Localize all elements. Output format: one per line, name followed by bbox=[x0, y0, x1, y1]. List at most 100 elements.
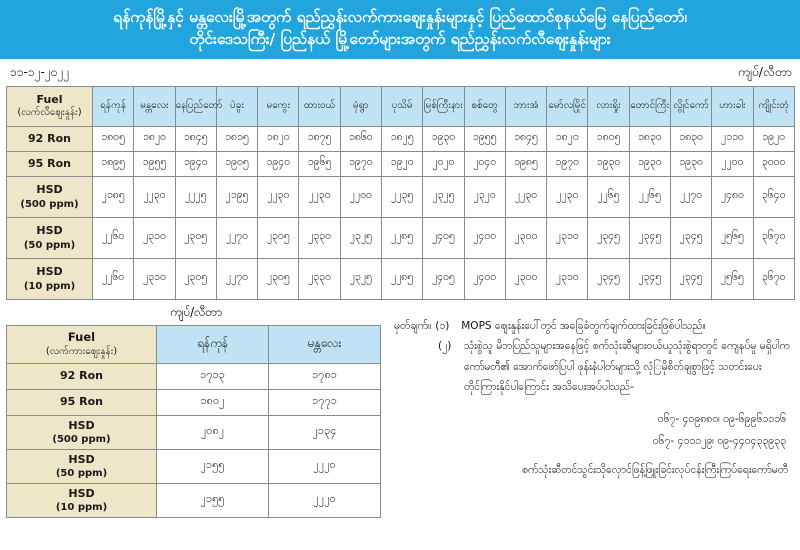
price-cell: ၁၉၅၅ bbox=[463, 125, 506, 152]
price-cell: ၂၃၁၀ bbox=[133, 257, 176, 300]
wholesale-section: ကျပ်/လီတာ Fuel (လက်ကားဈေးနှုန်း) ရန်ကုန်… bbox=[6, 302, 386, 518]
table-row: HSD (10 ppm) ၂၂၆၀ ၂၃၁၀ ၂၃၀၅ ၂၂၇၀ ၂၃၀၅ ၂၃၃၀ ၂၃၂၅၂… bbox=[6, 257, 795, 300]
price-cell: ၂၁၁၀ bbox=[711, 125, 754, 152]
price-cell: ၁၉၅၅ bbox=[133, 150, 176, 177]
price-cell: ၁၈၂၀ bbox=[257, 125, 300, 152]
column-header-city: နေပြည်တော် bbox=[174, 85, 223, 127]
wholesale-price-cell: ၁၇၈၁ bbox=[268, 362, 381, 390]
price-cell: ၂၂၀၀ bbox=[711, 150, 754, 177]
price-cell: ၂၂၇၀ bbox=[215, 257, 259, 300]
price-cell: ၃၆၄၀ bbox=[752, 175, 795, 218]
table-row: 95 Ron ၁၈၉၅ ၁၉၅၅ ၁၉၄၀ ၁၉၀၅ ၁၉၄၀ ၁၉၆၅ ၁၉၇၀ ၁၉၂၀ ၂၀… bbox=[6, 150, 795, 177]
contact-phones: ၀၆၇- ၄၀၉၈၈၀၊ ၀၉-၆၉၉၆၁၁၁၆ ၀၆၇- ၄၁၁၁၂၉၊ ၀၉… bbox=[394, 408, 790, 452]
price-cell: ၂၀၂၀ bbox=[422, 150, 465, 177]
row-label-fuel-type: 92 Ron bbox=[6, 125, 93, 152]
table-row: HSD (50 ppm) ၂၂၆၀ ၂၃၁၀ ၂၃၀၅ ၂၂၇၀ ၂၃၀၅ ၂၃၃၀ ၂၃၂၅၂… bbox=[6, 216, 795, 259]
price-cell: ၂၄၀၅ bbox=[422, 257, 465, 300]
column-header-city: တောင်ကြီး bbox=[628, 85, 671, 127]
price-cell: ၁၉၇၀ bbox=[546, 150, 589, 177]
price-cell: ၂၃၀၅ bbox=[174, 257, 217, 300]
column-header-city: မြစ်ကြီးနား bbox=[422, 85, 465, 127]
price-cell: ၁၈၁၅ bbox=[215, 125, 259, 152]
notes-title: မှတ်ချက်။ bbox=[394, 319, 432, 332]
price-cell: ၁၉၂၀ bbox=[752, 125, 795, 152]
note-1-number: (၁) bbox=[435, 319, 450, 332]
wholesale-price-table: Fuel (လက်ကားဈေးနှုန်း) ရန်ကုန် မန္တလေး 92… bbox=[6, 324, 381, 518]
price-cell: ၁၉၆၅ bbox=[298, 150, 341, 177]
price-cell: ၂၃၁၀ bbox=[546, 216, 589, 259]
price-cell: ၂၂၈၅ bbox=[380, 257, 424, 300]
price-cell: ၁၉၀၅ bbox=[215, 150, 259, 177]
price-cell: ၂၂၆၅ bbox=[587, 175, 630, 218]
wholesale-price-cell: ၂၁၅၅ bbox=[156, 448, 269, 484]
price-cell: ၁၈၀၅ bbox=[587, 125, 630, 152]
column-header-city: ကျိုင်းတုံ bbox=[752, 85, 795, 127]
note-2-text: သုံးစွဲသူ မိဘပြည်သူများအနေဖြင့် စက်သုံးဆ… bbox=[464, 340, 790, 394]
price-cell: ၂၂၂၅ bbox=[174, 175, 217, 218]
row-label-fuel-type: 95 Ron bbox=[6, 150, 93, 177]
row-label-fuel-type: HSD (10 ppm) bbox=[6, 257, 93, 300]
price-cell: ၂၃၂၅ bbox=[339, 257, 382, 300]
price-cell: ၂၃၄၅ bbox=[628, 257, 671, 300]
price-cell: ၃၆၇၀ bbox=[752, 216, 795, 259]
column-header-city: လွိုင်ကော် bbox=[669, 85, 713, 127]
wholesale-price-cell: ၂၂၂၀ bbox=[268, 448, 381, 484]
price-cell: ၂၀၄၀ bbox=[463, 150, 506, 177]
price-cell: ၂၁၈၅ bbox=[91, 175, 135, 218]
note-2-number: (၂) bbox=[438, 340, 452, 353]
wholesale-table-row: HSD (50 ppm) ၂၁၅၅ ၂၂၂၀ bbox=[6, 448, 381, 484]
wholesale-row-label-fuel-type: HSD (500 ppm) bbox=[6, 414, 157, 450]
row-label-fuel-type: HSD (50 ppm) bbox=[6, 216, 93, 259]
price-cell: ၂၃၂၅ bbox=[339, 216, 382, 259]
price-cell: ၂၃၀၀ bbox=[504, 216, 548, 259]
price-cell: ၂၃၁၀ bbox=[546, 257, 589, 300]
price-cell: ၁၈၃၀ bbox=[669, 125, 713, 152]
notes-section: မှတ်ချက်။ (၁) MOPS ဈေးနှုန်းပေါ်တွင် အခြ… bbox=[386, 302, 794, 518]
table-row: HSD (500 ppm) ၂၁၈၅ ၂၂၃၀ ၂၂၂၅ ၂၁၉၅ ၂၂၃၀ ၂၂၃၀ ၂၂၀၀… bbox=[6, 175, 795, 218]
price-cell: ၂၃၀၅ bbox=[174, 216, 217, 259]
row-label-name: 95 Ron bbox=[28, 156, 71, 170]
price-cell: ၁၈၆၀ bbox=[339, 125, 382, 152]
price-cell: ၂၂၃၀ bbox=[504, 175, 548, 218]
price-cell: ၂၃၁၀ bbox=[133, 216, 176, 259]
wholesale-row-label-spec: (500 ppm) bbox=[52, 434, 111, 446]
price-cell: ၂၂၀၀ bbox=[339, 175, 382, 218]
wholesale-row-label-name: 95 Ron bbox=[60, 395, 103, 409]
price-cell: ၂၃၂၀ bbox=[463, 175, 506, 218]
price-cell: ၂၂၇၀ bbox=[669, 175, 713, 218]
note-1-text: MOPS ဈေးနှုန်းပေါ်တွင် အခြေခံတွက်ချက်ထား… bbox=[461, 319, 706, 332]
row-label-spec: (500 ppm) bbox=[20, 198, 79, 210]
price-cell: ၁၉၃၀ bbox=[587, 150, 630, 177]
wholesale-price-cell: ၁၇၇၁ bbox=[268, 388, 381, 416]
price-cell: ၁၈၄၅ bbox=[504, 125, 548, 152]
price-cell: ၁၈၂၅ bbox=[380, 125, 424, 152]
page-banner: ရန်ကုန်မြို့နှင့် မန္တလေးမြို့အတွက် ရည်ည… bbox=[0, 0, 800, 59]
wholesale-fuel-header-label: Fuel bbox=[67, 329, 96, 344]
price-cell: ၂၂၃၅ bbox=[380, 175, 424, 218]
wholesale-row-label-name: HSD bbox=[68, 418, 95, 432]
wholesale-row-label-fuel-type: 92 Ron bbox=[6, 362, 157, 390]
price-cell: ၂၅၆၅ bbox=[711, 257, 754, 300]
wholesale-price-cell: ၁၈၀၂ bbox=[156, 388, 269, 416]
column-header-city: မုံရွာ bbox=[339, 85, 382, 127]
wholesale-header-row: Fuel (လက်ကားဈေးနှုန်း) ရန်ကုန် မန္တလေး bbox=[6, 324, 381, 364]
price-cell: ၂၂၃၀ bbox=[546, 175, 589, 218]
price-cell: ၂၄၀၀ bbox=[463, 257, 506, 300]
price-cell: ၁၉၂၀ bbox=[380, 150, 424, 177]
wholesale-table-row: 92 Ron ၁၇၁၃ ၁၇၈၁ bbox=[6, 362, 381, 390]
retail-price-table: Fuel (လက်လီဈေးနှုန်း) ရန်ကုန် မန္တလေး နေပြ… bbox=[6, 85, 795, 300]
wholesale-row-label-fuel-type: HSD (50 ppm) bbox=[6, 448, 157, 484]
price-cell: ၁၉၃၀ bbox=[422, 125, 465, 152]
price-cell: ၂၂၆၅ bbox=[628, 175, 671, 218]
column-header-city: မော်လမြိုင် bbox=[546, 85, 589, 127]
wholesale-table-row: HSD (500 ppm) ၂၀၈၂ ၂၁၃၄ bbox=[6, 414, 381, 450]
column-header-city: စစ်တွေ bbox=[463, 85, 506, 127]
fuel-header-label: Fuel bbox=[36, 93, 63, 107]
price-cell: ၂၂၇၀ bbox=[215, 216, 259, 259]
price-cell: ၂၄၀၀ bbox=[463, 216, 506, 259]
wholesale-price-cell: ၂၁၅၅ bbox=[156, 482, 269, 518]
price-cell: ၁၉၄၀ bbox=[174, 150, 217, 177]
price-cell: ၂၄၀၅ bbox=[422, 216, 465, 259]
price-cell: ၂၃၀၀ bbox=[504, 257, 548, 300]
price-cell: ၂၃၃၀ bbox=[298, 257, 341, 300]
